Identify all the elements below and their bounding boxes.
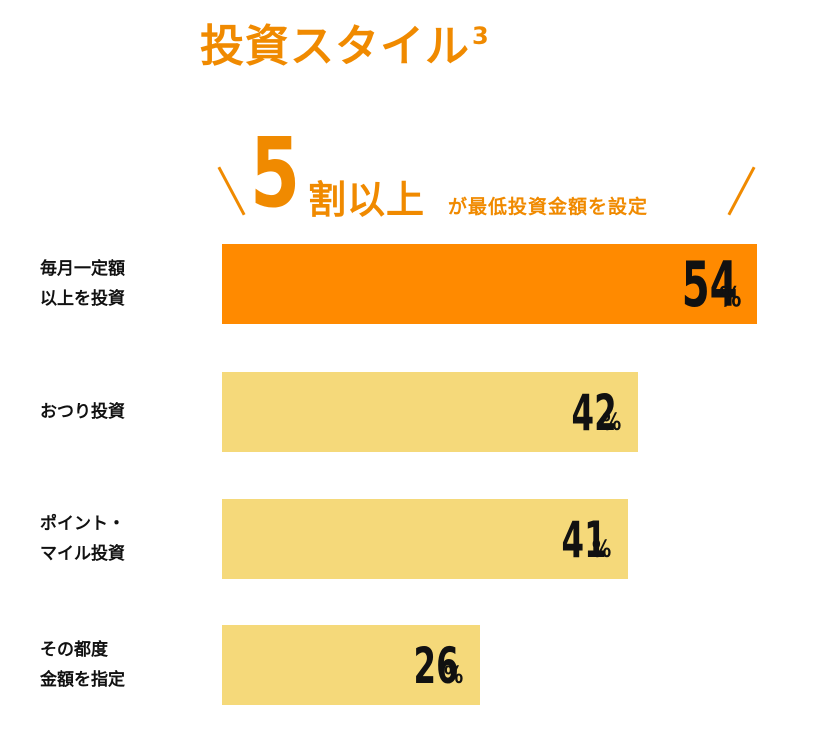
headline: 5 割以上 が最低投資金額を設定 xyxy=(210,118,770,232)
headline-big-number: 5 xyxy=(250,117,301,229)
bar xyxy=(222,625,480,705)
data-label-percent: % xyxy=(443,661,464,689)
headline-slash-left xyxy=(217,166,246,216)
chart-title-footnote: 3 xyxy=(472,22,490,50)
category-label: ポイント・ マイル投資 xyxy=(40,514,125,564)
data-label-number: 26 xyxy=(413,637,459,695)
data-label: 26% xyxy=(396,637,468,695)
chart-title: 投資スタイル 3 xyxy=(200,18,490,88)
data-label: 54% xyxy=(660,250,747,320)
bar xyxy=(222,499,628,579)
category-label: 毎月一定額 以上を投資 xyxy=(40,259,125,309)
data-label-number: 41 xyxy=(561,511,607,569)
data-label: 42% xyxy=(554,384,626,442)
bar xyxy=(222,372,638,452)
bar xyxy=(222,244,757,324)
data-label-percent: % xyxy=(601,408,622,436)
data-label-number: 42 xyxy=(571,384,617,442)
data-label-number: 54 xyxy=(682,248,738,321)
data-label: 41% xyxy=(544,511,616,569)
category-label: その都度 金額を指定 xyxy=(40,640,125,690)
headline-slash-right xyxy=(727,166,756,216)
category-label: おつり投資 xyxy=(40,402,125,422)
chart-title-text: 投資スタイル xyxy=(200,21,470,72)
headline-unit: 割以上 xyxy=(308,178,426,222)
data-label-percent: % xyxy=(591,535,612,563)
headline-rest: が最低投資金額を設定 xyxy=(448,196,649,218)
data-label-percent: % xyxy=(718,280,742,313)
